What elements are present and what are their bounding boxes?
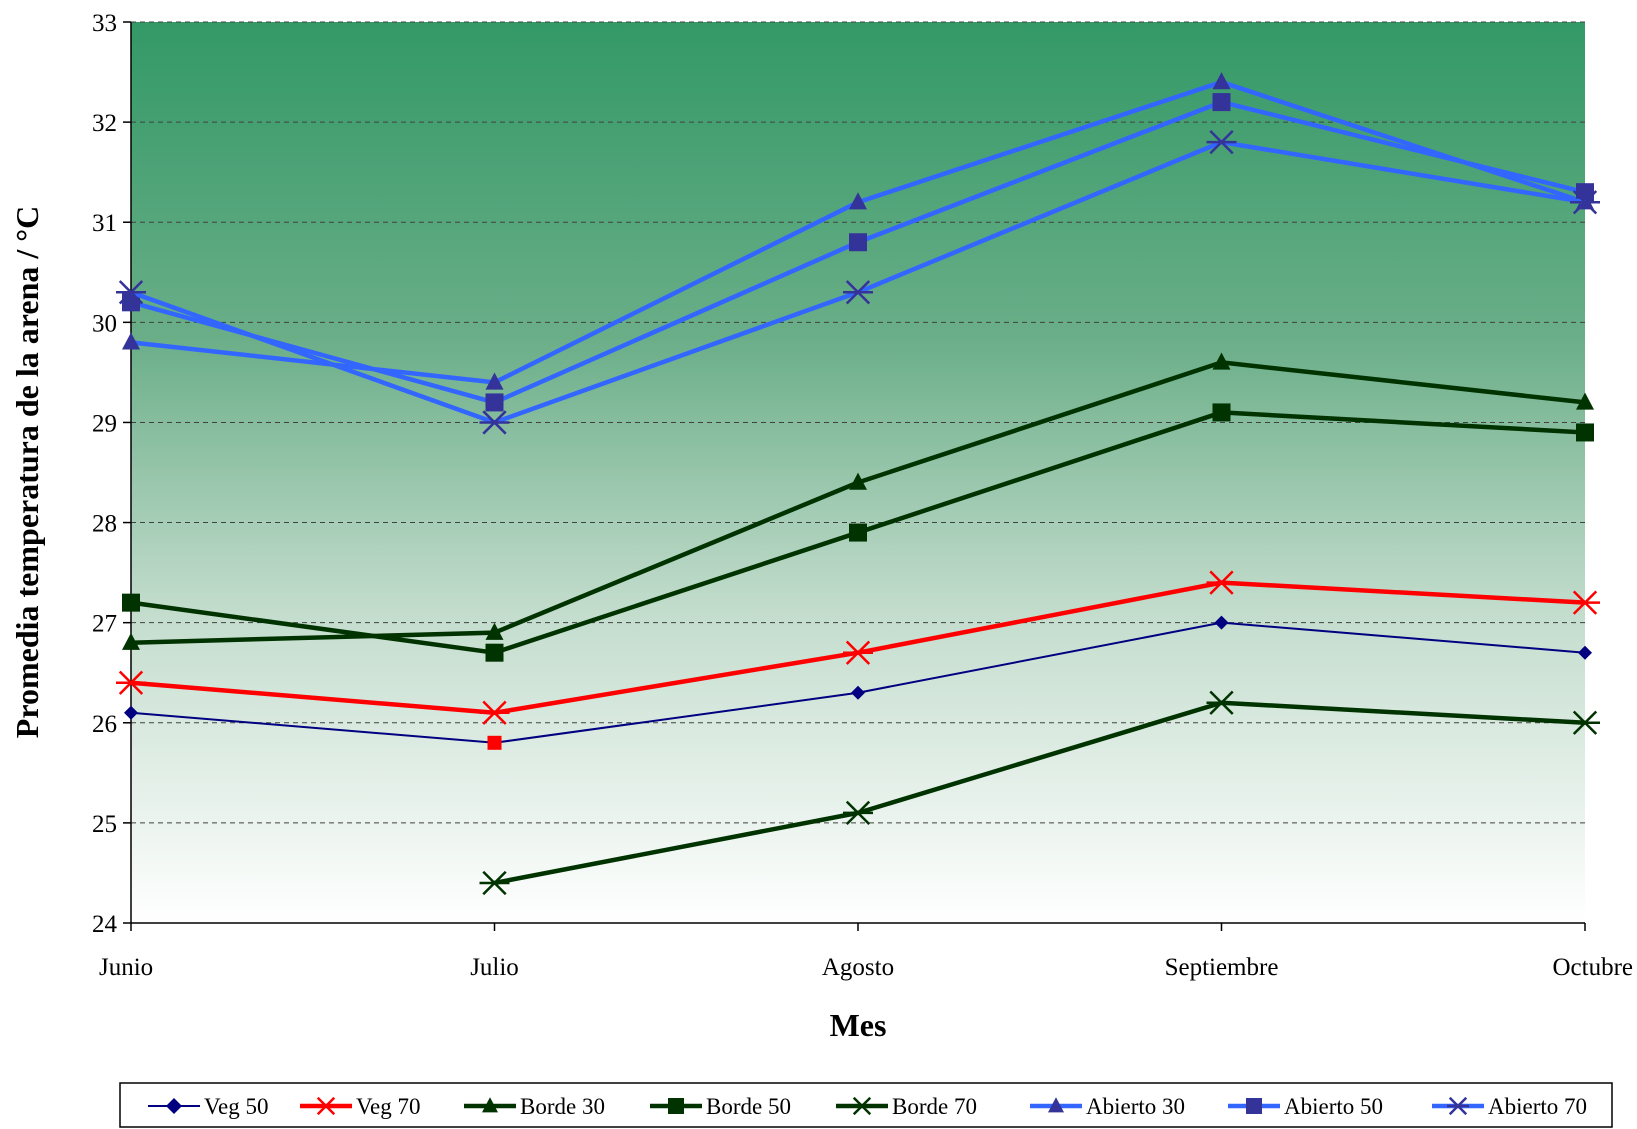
legend-label: Veg 50 bbox=[204, 1094, 269, 1119]
data-point bbox=[1570, 190, 1600, 215]
data-point bbox=[1206, 129, 1237, 155]
legend-marker bbox=[482, 1097, 498, 1113]
legend-item-abierto-70: Abierto 70 bbox=[1432, 1094, 1587, 1119]
y-tick-label: 25 bbox=[92, 811, 117, 838]
x-tick-label: Octubre bbox=[1552, 954, 1633, 981]
series-abierto-50 bbox=[122, 93, 1594, 412]
data-point bbox=[122, 593, 140, 612]
data-point bbox=[122, 332, 140, 350]
legend-label: Abierto 50 bbox=[1284, 1094, 1383, 1119]
legend-marker bbox=[851, 1096, 873, 1116]
x-axis-ticks: Junio Julio Agosto Septiembre Octubre bbox=[99, 923, 1633, 981]
series-layer bbox=[116, 72, 1600, 896]
y-tick-label: 24 bbox=[92, 911, 118, 938]
data-point bbox=[849, 472, 867, 490]
legend-marker bbox=[166, 1098, 182, 1114]
x-axis-title: Mes bbox=[830, 1007, 887, 1043]
legend-item-veg-50: Veg 50 bbox=[148, 1094, 269, 1119]
y-tick-label: 33 bbox=[92, 10, 117, 37]
y-tick-label: 31 bbox=[92, 210, 117, 237]
y-tick-label: 26 bbox=[92, 711, 117, 738]
data-point bbox=[487, 735, 502, 750]
data-point bbox=[849, 192, 867, 210]
series-abierto-70 bbox=[116, 129, 1600, 435]
legend-marker bbox=[668, 1098, 684, 1114]
x-tick-label: Junio bbox=[99, 954, 153, 981]
legend-item-abierto-30: Abierto 30 bbox=[1030, 1094, 1185, 1119]
y-tick-label: 32 bbox=[92, 110, 117, 137]
data-point bbox=[1570, 710, 1600, 735]
x-tick-label: Septiembre bbox=[1165, 954, 1279, 981]
y-tick-label: 29 bbox=[92, 410, 117, 437]
legend-item-borde-70: Borde 70 bbox=[836, 1094, 977, 1119]
legend-label: Abierto 70 bbox=[1488, 1094, 1587, 1119]
data-point bbox=[1214, 615, 1229, 630]
legend-label: Borde 30 bbox=[520, 1094, 605, 1119]
data-point bbox=[1212, 93, 1231, 112]
y-tick-label: 30 bbox=[92, 310, 117, 337]
plot-area bbox=[131, 22, 1585, 923]
series-veg-50 bbox=[124, 615, 1592, 750]
data-point bbox=[1206, 690, 1237, 715]
legend-marker bbox=[1246, 1098, 1262, 1114]
y-axis-ticks: 24 25 26 27 28 29 30 31 32 33 bbox=[92, 10, 131, 938]
data-point bbox=[843, 800, 873, 826]
data-point bbox=[485, 643, 504, 662]
data-point bbox=[116, 280, 146, 305]
data-point bbox=[1576, 423, 1594, 442]
data-point bbox=[1212, 403, 1231, 422]
data-point bbox=[479, 870, 510, 896]
series-borde-70 bbox=[479, 690, 1600, 896]
data-point bbox=[1212, 352, 1231, 370]
legend-label: Abierto 30 bbox=[1086, 1094, 1185, 1119]
data-point bbox=[1578, 645, 1592, 660]
x-tick-label: Julio bbox=[470, 954, 519, 981]
data-point bbox=[1570, 590, 1600, 615]
y-tick-label: 28 bbox=[92, 511, 117, 538]
data-point bbox=[843, 640, 873, 665]
legend-item-borde-30: Borde 30 bbox=[464, 1094, 605, 1119]
legend-item-abierto-50: Abierto 50 bbox=[1228, 1094, 1383, 1119]
data-point bbox=[851, 685, 865, 700]
legend-marker bbox=[1048, 1097, 1064, 1113]
data-point bbox=[849, 523, 867, 542]
data-point bbox=[485, 372, 504, 390]
legend-label: Borde 50 bbox=[706, 1094, 791, 1119]
x-tick-label: Agosto bbox=[822, 954, 894, 981]
data-point bbox=[124, 705, 138, 720]
legend-label: Veg 70 bbox=[356, 1094, 421, 1119]
legend: Veg 50 Veg 70 Borde 30 Borde 50 Borde 70 Abie… bbox=[119, 1082, 1613, 1128]
series-borde-50 bbox=[122, 403, 1594, 662]
data-point bbox=[479, 410, 510, 435]
data-point bbox=[1576, 183, 1594, 202]
data-point bbox=[1206, 570, 1237, 595]
data-point bbox=[849, 233, 867, 252]
legend-marker bbox=[315, 1096, 337, 1116]
data-point bbox=[1576, 392, 1594, 410]
legend-marker bbox=[1447, 1096, 1469, 1116]
data-point bbox=[122, 632, 140, 650]
series-veg-70 bbox=[116, 570, 1600, 725]
data-point bbox=[1212, 72, 1231, 90]
data-point bbox=[116, 670, 146, 695]
series-line bbox=[494, 700, 1586, 886]
y-tick-label: 27 bbox=[92, 611, 117, 638]
data-point bbox=[485, 393, 504, 412]
data-point bbox=[485, 622, 504, 640]
legend-item-borde-50: Borde 50 bbox=[650, 1094, 791, 1119]
y-axis-title: Promedia temperatura de la arena / °C bbox=[9, 206, 45, 738]
legend-label: Borde 70 bbox=[892, 1094, 977, 1119]
data-point bbox=[479, 700, 510, 725]
data-point bbox=[843, 280, 873, 305]
legend-item-veg-70: Veg 70 bbox=[300, 1094, 421, 1119]
